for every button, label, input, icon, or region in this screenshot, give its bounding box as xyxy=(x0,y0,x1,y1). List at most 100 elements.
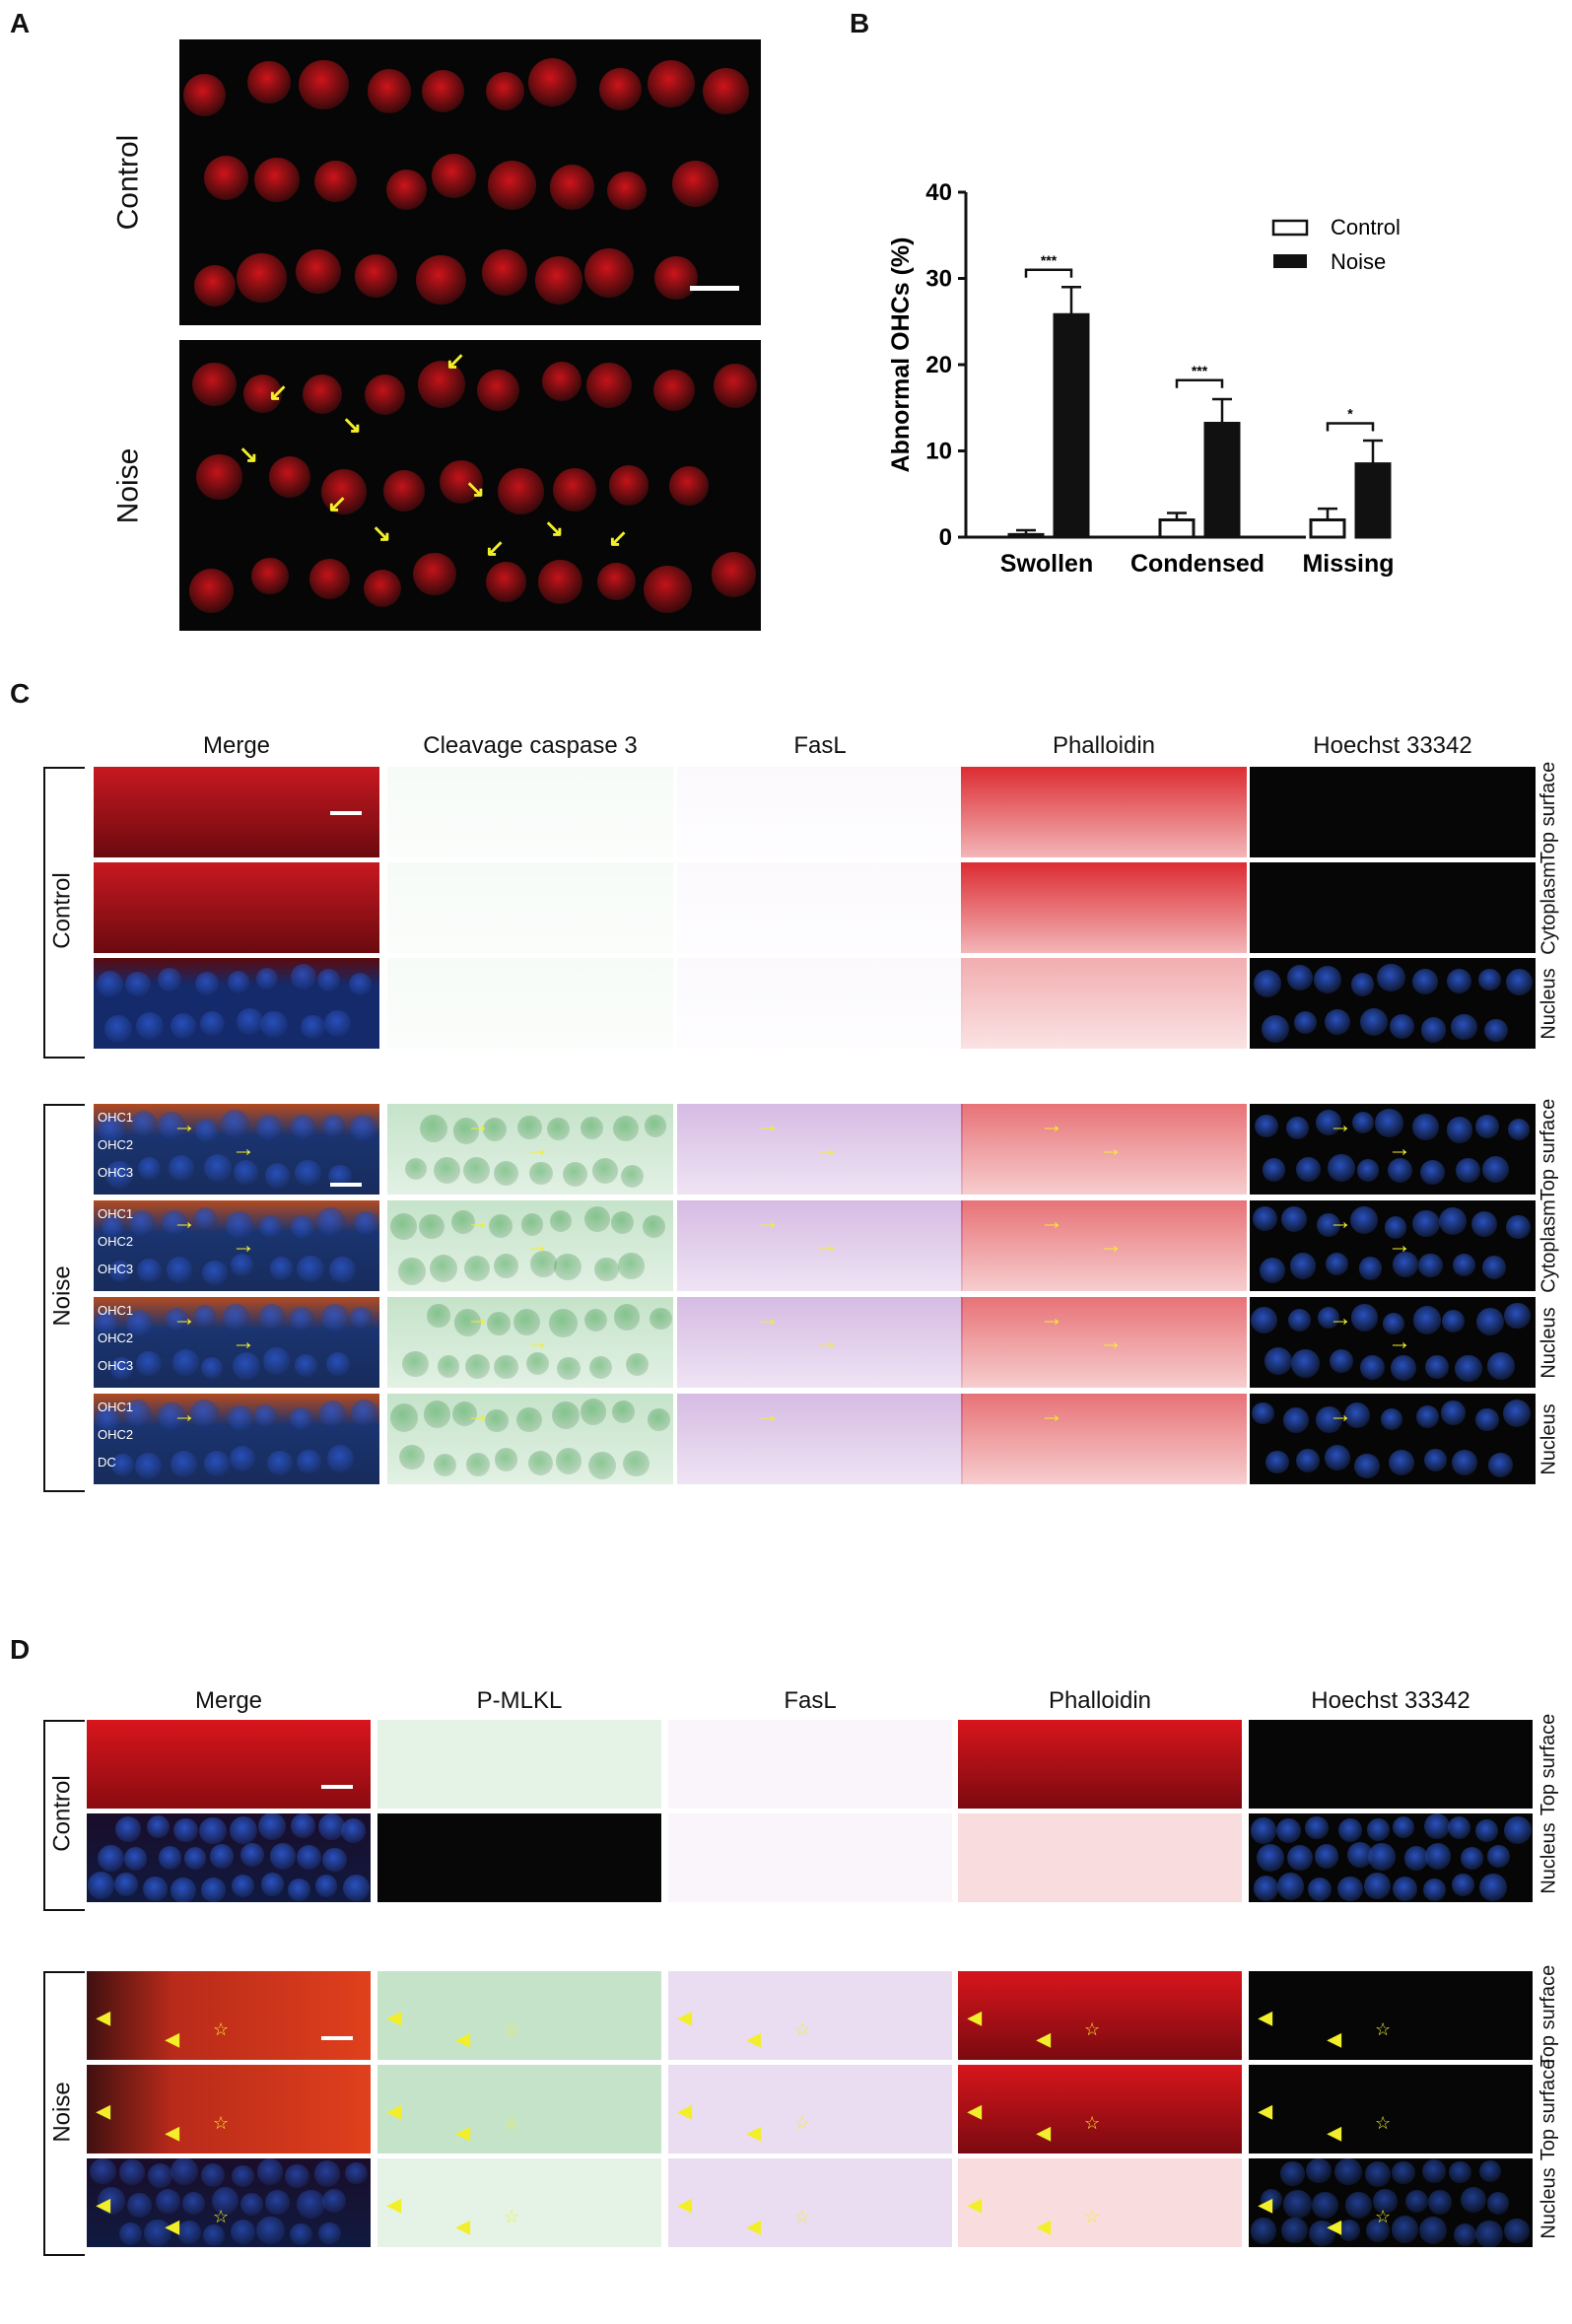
cell-nucleus xyxy=(621,1165,645,1189)
micrograph-tile: → → xyxy=(387,1104,673,1195)
arrow-marker: → xyxy=(1329,1305,1352,1332)
cell-nucleus xyxy=(1475,1819,1499,1842)
arrowhead-marker: ◀ xyxy=(968,2195,982,2215)
micrograph-tile xyxy=(387,767,673,857)
cell-nucleus xyxy=(1291,1348,1320,1378)
cell-nucleus xyxy=(262,1347,291,1375)
cell-nucleus xyxy=(1334,2158,1362,2186)
arrowhead-marker: ◀ xyxy=(1328,2029,1341,2049)
group-label-noise: Noise xyxy=(49,1265,77,1327)
arrowhead-marker: ◀ xyxy=(1037,2029,1051,2049)
cell-nucleus xyxy=(229,1445,256,1472)
cell-nucleus xyxy=(194,1207,218,1231)
cell-nucleus xyxy=(103,1014,132,1043)
cell-nucleus xyxy=(144,2219,171,2246)
cell-nucleus xyxy=(203,1154,232,1183)
arrowhead-marker: ◀ xyxy=(387,2101,401,2121)
cell-nucleus xyxy=(419,1114,447,1142)
cell-nucleus xyxy=(318,1400,346,1428)
cell-nucleus xyxy=(516,1406,543,1433)
micrograph-tile: ◀ ◀ ☆ xyxy=(668,2158,952,2247)
arrow-marker: → xyxy=(1040,1112,1063,1138)
cell-nucleus xyxy=(102,1214,125,1238)
arrow-marker: → xyxy=(172,1112,196,1138)
micrograph-tile: → → xyxy=(1250,1297,1536,1388)
micrograph-tile xyxy=(668,1813,952,1902)
cell-nucleus xyxy=(168,1154,195,1182)
cell-nucleus xyxy=(126,1309,154,1336)
arrowhead-marker: ◀ xyxy=(456,2217,470,2236)
arrowhead-marker: ◀ xyxy=(456,2029,470,2049)
micrograph-tile xyxy=(1250,958,1536,1049)
cell-nucleus xyxy=(1358,1257,1383,1281)
arrow-marker: ↙ xyxy=(268,379,289,406)
ohc-row-label: OHC2 xyxy=(98,1234,134,1249)
cell-nucleus xyxy=(255,967,279,991)
cell-nucleus xyxy=(1252,1401,1274,1424)
arrow-marker: → xyxy=(232,1329,255,1355)
arrow-marker: ↙ xyxy=(327,491,348,517)
cell-nucleus xyxy=(322,1115,345,1137)
cell-nucleus xyxy=(126,2192,153,2219)
cell-nucleus xyxy=(87,1872,115,1899)
column-header: Hoechst 33342 xyxy=(1311,1687,1470,1714)
arrow-marker: → xyxy=(466,1401,490,1428)
cell-nucleus xyxy=(1448,2160,1471,2184)
arrow-marker: → xyxy=(466,1112,490,1138)
cell-nucleus xyxy=(324,1010,351,1037)
cell-nucleus xyxy=(1438,1207,1467,1236)
cell-nucleus xyxy=(494,1161,519,1187)
cell-nucleus xyxy=(171,1451,198,1477)
significance-bracket xyxy=(1024,268,1073,278)
cell-nucleus xyxy=(299,59,349,110)
cell-nucleus xyxy=(1261,2189,1283,2212)
arrowhead-marker: ◀ xyxy=(747,2217,761,2236)
cell-nucleus xyxy=(1487,1845,1510,1868)
group-label-noise: Noise xyxy=(49,2081,77,2143)
arrow-marker: → xyxy=(1040,1401,1063,1428)
cell-nucleus xyxy=(109,1356,133,1380)
cell-nucleus xyxy=(489,1214,513,1239)
cell-nucleus xyxy=(1350,1304,1379,1332)
cell-nucleus xyxy=(230,2219,255,2244)
cell-nucleus xyxy=(1441,1310,1465,1333)
micrograph-tile xyxy=(677,862,963,953)
micrograph-tile: → xyxy=(387,1394,673,1484)
cell-nucleus xyxy=(1312,2192,1339,2219)
row-label: Top surface xyxy=(1538,1964,1560,2067)
chart-legend: Control Noise xyxy=(1271,215,1401,274)
cell-nucleus xyxy=(254,1403,278,1427)
cell-nucleus xyxy=(240,2192,264,2216)
cell-nucleus xyxy=(1308,1878,1333,1902)
cell-nucleus xyxy=(1356,1158,1380,1182)
cell-nucleus xyxy=(1262,1157,1286,1182)
cell-nucleus xyxy=(166,1257,193,1283)
arrow-marker: → xyxy=(1099,1135,1123,1162)
micrograph-tile: → → xyxy=(961,1297,1247,1388)
micrograph-tile xyxy=(87,1813,371,1902)
cell-nucleus xyxy=(165,1307,189,1332)
scale-bar xyxy=(690,286,739,291)
arrow-marker: → xyxy=(1040,1208,1063,1235)
cell-nucleus xyxy=(1456,1158,1480,1183)
cell-nucleus xyxy=(1420,1017,1447,1043)
y-tick-label: 0 xyxy=(939,524,952,551)
cell-nucleus xyxy=(98,1116,126,1144)
micrograph-tile xyxy=(668,1720,952,1809)
significance-bracket xyxy=(1175,378,1224,388)
micrograph-tile: → → xyxy=(677,1200,963,1291)
cell-nucleus xyxy=(1475,2221,1504,2247)
cell-nucleus xyxy=(607,171,647,211)
cell-nucleus xyxy=(1453,1253,1476,1276)
cell-nucleus xyxy=(430,1255,458,1283)
cell-nucleus xyxy=(189,568,235,613)
cell-nucleus xyxy=(158,1401,185,1430)
cell-nucleus xyxy=(104,1160,134,1190)
cell-nucleus xyxy=(555,1448,582,1474)
micrograph-tile xyxy=(87,1720,371,1809)
cell-nucleus xyxy=(137,1259,162,1283)
cell-nucleus xyxy=(1393,1252,1418,1277)
cell-nucleus xyxy=(170,1877,197,1902)
micrograph-tile xyxy=(1250,862,1536,953)
micrograph-tile: → xyxy=(961,1394,1247,1484)
